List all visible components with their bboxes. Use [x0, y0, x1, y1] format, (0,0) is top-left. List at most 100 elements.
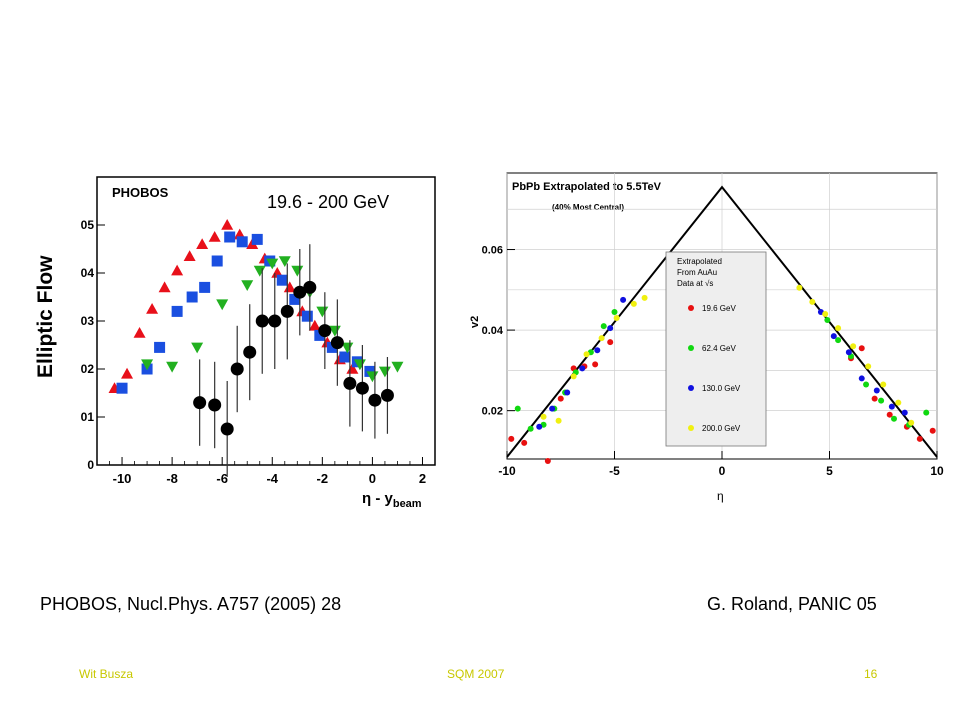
data-point-red-triangle [308, 319, 321, 331]
legend-marker [688, 385, 694, 391]
data-point [598, 335, 605, 342]
data-point [923, 409, 930, 416]
data-point-green-triangle [241, 280, 254, 291]
data-point [521, 439, 528, 446]
data-point-red-triangle [146, 303, 159, 314]
footer-conference: SQM 2007 [447, 667, 505, 681]
legend-label: 200.0 GeV [702, 424, 741, 433]
data-point [570, 373, 577, 380]
data-point [845, 349, 852, 356]
data-point-blue-square [326, 341, 338, 353]
legend-marker [688, 425, 694, 431]
data-point [544, 458, 551, 465]
data-point-red-triangle [121, 367, 134, 379]
data-point-black-circle [318, 324, 332, 338]
data-point-red-triangle [133, 327, 146, 338]
data-point [865, 363, 872, 370]
data-point [536, 423, 543, 430]
data-point-blue-square [154, 341, 166, 353]
legend-header-line-3: Data at √s [677, 279, 713, 288]
data-point [895, 399, 902, 406]
data-point [607, 325, 614, 332]
legend-marker [688, 305, 694, 311]
data-point [594, 347, 601, 354]
data-point-black-circle [380, 388, 394, 402]
right-chart-subtitle: (40% Most Central) [552, 203, 624, 212]
data-point [830, 333, 837, 340]
data-point-black-circle [255, 314, 269, 328]
data-point [600, 323, 607, 330]
x-tick-label: 0 [369, 471, 376, 486]
data-point [835, 337, 842, 344]
legend-header-line-1: Extrapolated [677, 257, 722, 266]
data-point [809, 298, 816, 305]
legend-marker [688, 345, 694, 351]
data-point [611, 308, 618, 315]
data-point [620, 296, 627, 303]
data-point [858, 345, 865, 352]
footer-slide-number: 16 [864, 667, 878, 681]
data-point-red-triangle [221, 219, 234, 230]
data-point-blue-square [251, 233, 263, 245]
data-point [891, 415, 897, 422]
data-point-blue-square [276, 274, 288, 286]
data-point-red-triangle [208, 231, 221, 242]
y-tick-label: 0.05 [80, 218, 94, 232]
y-tick-label: 0.03 [80, 314, 94, 328]
data-point [527, 425, 534, 432]
right-legend: Extrapolated From AuAu Data at √s 19.6 G… [665, 251, 767, 447]
data-point [929, 427, 936, 434]
data-point-green-triangle [191, 342, 204, 354]
data-point [858, 375, 865, 382]
data-point-blue-square [224, 231, 236, 243]
data-point [592, 361, 599, 368]
left-citation: PHOBOS, Nucl.Phys. A757 (2005) 28 [40, 594, 342, 614]
data-point [824, 317, 831, 324]
data-point [871, 395, 878, 402]
data-point [880, 381, 887, 388]
y-tick-label: 0.04 [482, 325, 504, 337]
data-point-red-triangle [171, 264, 184, 276]
right-x-axis-label: η [717, 489, 724, 503]
legend-label: 19.6 GeV [702, 304, 736, 313]
data-point-red-triangle [183, 250, 196, 261]
data-point-blue-square [314, 329, 326, 341]
data-point-black-circle [343, 376, 357, 390]
elliptic-flow-label: Elliptic Flow [34, 255, 57, 378]
data-point [888, 403, 895, 410]
data-point-blue-square [289, 293, 301, 305]
data-point [878, 397, 885, 404]
x-tick-label: 10 [930, 464, 944, 478]
data-point [641, 294, 648, 301]
footer-author: Wit Busza [79, 667, 134, 681]
data-point [908, 419, 915, 426]
data-point [508, 435, 515, 442]
data-point-black-circle [330, 336, 344, 350]
data-point [901, 409, 908, 416]
x-tick-label: -10 [498, 464, 516, 478]
pbpb-extrapolation-chart: PbPb Extrapolated to 5.5TeV (40% Most Ce… [469, 172, 944, 503]
left-x-axis-label: η - ybeam [362, 490, 422, 510]
data-point-blue-square [236, 236, 248, 248]
x-tick-label: -10 [113, 471, 132, 486]
left-chart-title: PHOBOS [112, 185, 169, 200]
data-point [916, 435, 923, 442]
data-point [514, 405, 521, 412]
data-point [886, 411, 893, 418]
x-tick-label: -2 [317, 471, 329, 486]
data-point-blue-square [171, 305, 183, 317]
data-point-black-circle [280, 304, 294, 318]
right-chart-title: PbPb Extrapolated to 5.5TeV [512, 181, 662, 193]
data-point-red-triangle [196, 238, 209, 249]
data-point [796, 284, 803, 291]
data-point-black-circle [293, 285, 307, 299]
data-point [613, 315, 620, 322]
x-tick-label: -5 [609, 464, 620, 478]
data-point-blue-square [116, 382, 128, 394]
data-point [873, 387, 880, 394]
data-point-green-triangle [266, 258, 279, 270]
right-citation: G. Roland, PANIC 05 [707, 594, 877, 614]
data-point [835, 325, 842, 332]
y-tick-label: 0.02 [80, 362, 94, 376]
data-point-black-circle [193, 396, 207, 410]
